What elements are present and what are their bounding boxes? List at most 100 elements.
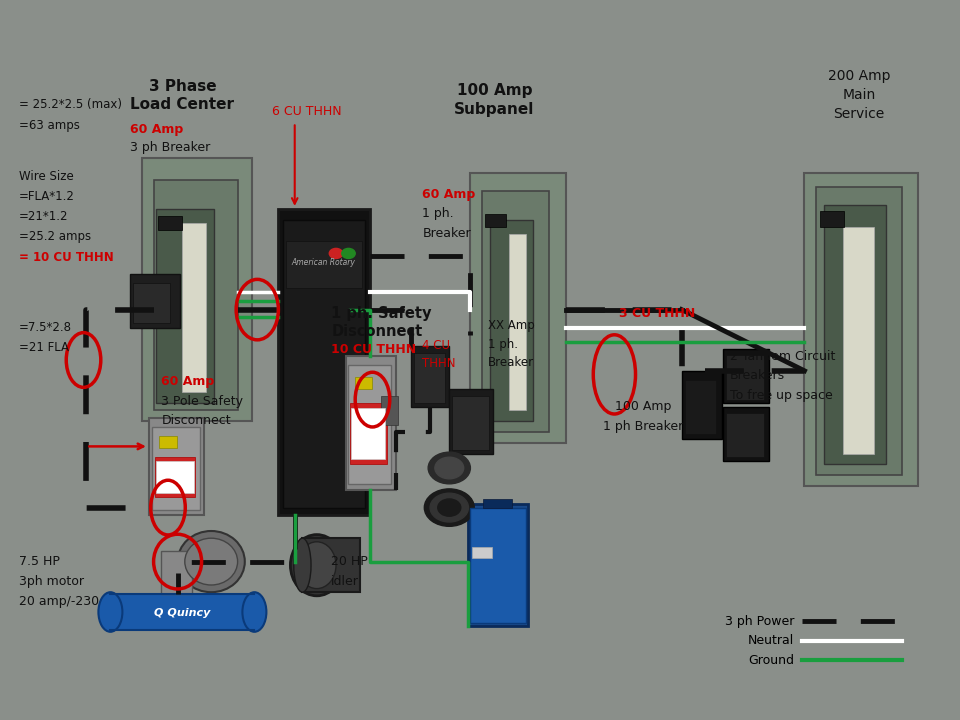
Bar (470, 173, 566, 443)
Bar (278, 209, 370, 515)
Ellipse shape (291, 534, 344, 595)
Ellipse shape (294, 539, 311, 592)
Text: =FLA*1.2: =FLA*1.2 (19, 190, 75, 203)
Bar (155, 457, 195, 497)
Bar (824, 205, 886, 464)
Bar (142, 158, 252, 421)
Bar (156, 461, 194, 493)
Bar (726, 355, 764, 400)
Text: 20 HP: 20 HP (331, 555, 368, 568)
Bar (820, 211, 844, 227)
Bar (509, 234, 526, 410)
Bar (482, 191, 549, 432)
Text: 60 Amp: 60 Amp (422, 188, 475, 201)
Bar (452, 396, 489, 450)
Text: 60 Amp: 60 Amp (161, 375, 214, 388)
Bar (472, 547, 492, 558)
Text: Ground: Ground (748, 654, 794, 667)
Bar (149, 418, 204, 515)
Circle shape (342, 248, 355, 258)
Ellipse shape (298, 541, 336, 589)
Bar (286, 241, 362, 288)
Text: 3 ph Breaker: 3 ph Breaker (130, 141, 210, 154)
Text: 2 Tandem Circuit: 2 Tandem Circuit (730, 350, 835, 363)
Text: Q Quincy: Q Quincy (155, 608, 210, 618)
Bar (348, 365, 391, 484)
Ellipse shape (242, 592, 266, 632)
Bar (468, 504, 528, 626)
Bar (159, 436, 177, 448)
Text: Load Center: Load Center (131, 97, 234, 112)
Circle shape (428, 452, 470, 484)
Text: Service: Service (833, 107, 885, 122)
Text: =63 amps: =63 amps (19, 120, 80, 132)
Bar (152, 427, 200, 510)
Bar (158, 216, 182, 230)
Text: 100 Amp: 100 Amp (457, 83, 532, 97)
Bar (414, 353, 445, 403)
Bar (133, 283, 170, 323)
Text: =21*1.2: =21*1.2 (19, 210, 69, 223)
Bar (411, 346, 449, 407)
Text: 10 CU THHN: 10 CU THHN (331, 343, 417, 356)
Text: Breakers: Breakers (730, 369, 784, 382)
Bar (470, 508, 526, 623)
Text: 20 amp/-230: 20 amp/-230 (19, 595, 99, 608)
Text: 200 Amp: 200 Amp (828, 68, 891, 83)
Text: 3 ph Power: 3 ph Power (725, 615, 794, 628)
Bar (161, 551, 192, 594)
Circle shape (430, 493, 468, 522)
Ellipse shape (99, 592, 123, 632)
Bar (449, 389, 493, 454)
Ellipse shape (184, 539, 238, 585)
Text: Breaker: Breaker (422, 227, 471, 240)
Text: 3 Pole Safety: 3 Pole Safety (161, 395, 243, 408)
Text: Disconnect: Disconnect (331, 324, 422, 338)
Text: 60 Amp: 60 Amp (130, 123, 182, 136)
Text: =25.2 amps: =25.2 amps (19, 230, 91, 243)
Bar (350, 403, 387, 464)
Text: Breaker: Breaker (488, 356, 534, 369)
Circle shape (438, 499, 461, 516)
Bar (682, 371, 722, 439)
Text: =7.5*2.8: =7.5*2.8 (19, 321, 72, 334)
Bar (726, 413, 764, 457)
Text: 1 ph. Safety: 1 ph. Safety (331, 306, 432, 320)
Bar (130, 274, 180, 328)
Text: 1 ph.: 1 ph. (422, 207, 454, 220)
Text: 3ph motor: 3ph motor (19, 575, 84, 588)
Text: XX Amp: XX Amp (488, 319, 535, 332)
Text: Wire Size: Wire Size (19, 170, 74, 183)
Text: 4 CU: 4 CU (422, 339, 450, 352)
Text: = 10 CU THHN: = 10 CU THHN (19, 251, 114, 264)
Text: =21 FLA: =21 FLA (19, 341, 69, 354)
Text: To free up space: To free up space (730, 389, 832, 402)
Text: Main: Main (843, 88, 876, 102)
Bar (843, 227, 874, 454)
Bar (302, 538, 360, 592)
Bar (483, 499, 512, 508)
Circle shape (424, 489, 474, 526)
Text: 3 CU THHN: 3 CU THHN (619, 307, 695, 320)
Bar (283, 220, 365, 508)
Text: 7.5 HP: 7.5 HP (19, 555, 60, 568)
Bar (723, 349, 769, 403)
Bar (156, 209, 214, 403)
Bar (816, 187, 902, 475)
Text: American Rotary: American Rotary (292, 258, 355, 267)
Text: THHN: THHN (422, 357, 456, 370)
Text: Neutral: Neutral (748, 634, 794, 647)
Text: 100 Amp: 100 Amp (615, 400, 671, 413)
Text: Subpanel: Subpanel (454, 102, 535, 117)
Bar (685, 380, 716, 434)
Text: 3 Phase: 3 Phase (149, 79, 216, 94)
Text: idler: idler (331, 575, 359, 588)
Bar (154, 180, 238, 410)
Bar (485, 214, 506, 227)
Circle shape (329, 248, 343, 258)
Ellipse shape (178, 531, 245, 592)
Bar (351, 408, 385, 459)
Text: 6 CU THHN: 6 CU THHN (272, 105, 342, 118)
Text: 1 ph.: 1 ph. (488, 338, 517, 351)
Text: 1 ph Breaker: 1 ph Breaker (603, 420, 684, 433)
